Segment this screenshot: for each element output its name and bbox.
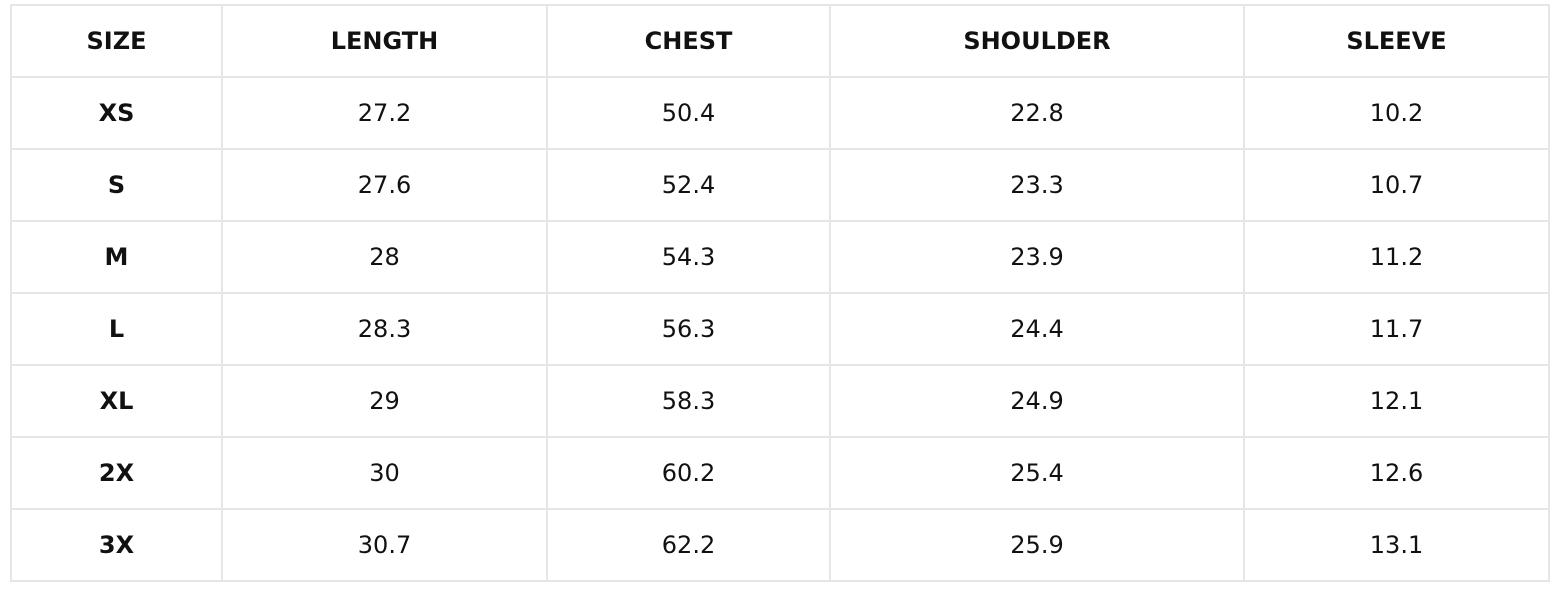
- table-row: XS 27.2 50.4 22.8 10.2: [10, 76, 1550, 150]
- measure-cell: 28: [221, 220, 548, 294]
- header-cell: SLEEVE: [1243, 4, 1550, 78]
- table-row: S 27.6 52.4 23.3 10.7: [10, 148, 1550, 222]
- size-cell: XL: [10, 364, 223, 438]
- header-cell: LENGTH: [221, 4, 548, 78]
- measure-cell: 11.2: [1243, 220, 1550, 294]
- size-cell: L: [10, 292, 223, 366]
- measure-cell: 27.2: [221, 76, 548, 150]
- size-cell: XS: [10, 76, 223, 150]
- measure-cell: 58.3: [546, 364, 831, 438]
- measure-cell: 56.3: [546, 292, 831, 366]
- table-row: 2X 30 60.2 25.4 12.6: [10, 436, 1550, 510]
- measure-cell: 52.4: [546, 148, 831, 222]
- size-cell: M: [10, 220, 223, 294]
- measure-cell: 62.2: [546, 508, 831, 582]
- measure-cell: 25.4: [829, 436, 1245, 510]
- measure-cell: 50.4: [546, 76, 831, 150]
- header-cell: SHOULDER: [829, 4, 1245, 78]
- measure-cell: 23.3: [829, 148, 1245, 222]
- size-table: SIZE LENGTH CHEST SHOULDER SLEEVE XS 27.2 50.4…: [10, 4, 1550, 582]
- table-row: 3X 30.7 62.2 25.9 13.1: [10, 508, 1550, 582]
- measure-cell: 12.1: [1243, 364, 1550, 438]
- measure-cell: 54.3: [546, 220, 831, 294]
- header-cell: CHEST: [546, 4, 831, 78]
- measure-cell: 29: [221, 364, 548, 438]
- measure-cell: 12.6: [1243, 436, 1550, 510]
- measure-cell: 30: [221, 436, 548, 510]
- header-row: SIZE LENGTH CHEST SHOULDER SLEEVE: [10, 4, 1550, 78]
- header-cell: SIZE: [10, 4, 223, 78]
- measure-cell: 22.8: [829, 76, 1245, 150]
- measure-cell: 11.7: [1243, 292, 1550, 366]
- size-cell: 3X: [10, 508, 223, 582]
- measure-cell: 23.9: [829, 220, 1245, 294]
- size-cell: S: [10, 148, 223, 222]
- measure-cell: 28.3: [221, 292, 548, 366]
- measure-cell: 60.2: [546, 436, 831, 510]
- size-cell: 2X: [10, 436, 223, 510]
- table-row: L 28.3 56.3 24.4 11.7: [10, 292, 1550, 366]
- measure-cell: 10.2: [1243, 76, 1550, 150]
- measure-cell: 24.4: [829, 292, 1245, 366]
- measure-cell: 13.1: [1243, 508, 1550, 582]
- table-body: XS 27.2 50.4 22.8 10.2 S 27.6 52.4 23.3 10.7 M 28 54…: [10, 76, 1550, 582]
- table-row: M 28 54.3 23.9 11.2: [10, 220, 1550, 294]
- measure-cell: 25.9: [829, 508, 1245, 582]
- measure-cell: 30.7: [221, 508, 548, 582]
- measure-cell: 10.7: [1243, 148, 1550, 222]
- table-row: XL 29 58.3 24.9 12.1: [10, 364, 1550, 438]
- measure-cell: 27.6: [221, 148, 548, 222]
- measure-cell: 24.9: [829, 364, 1245, 438]
